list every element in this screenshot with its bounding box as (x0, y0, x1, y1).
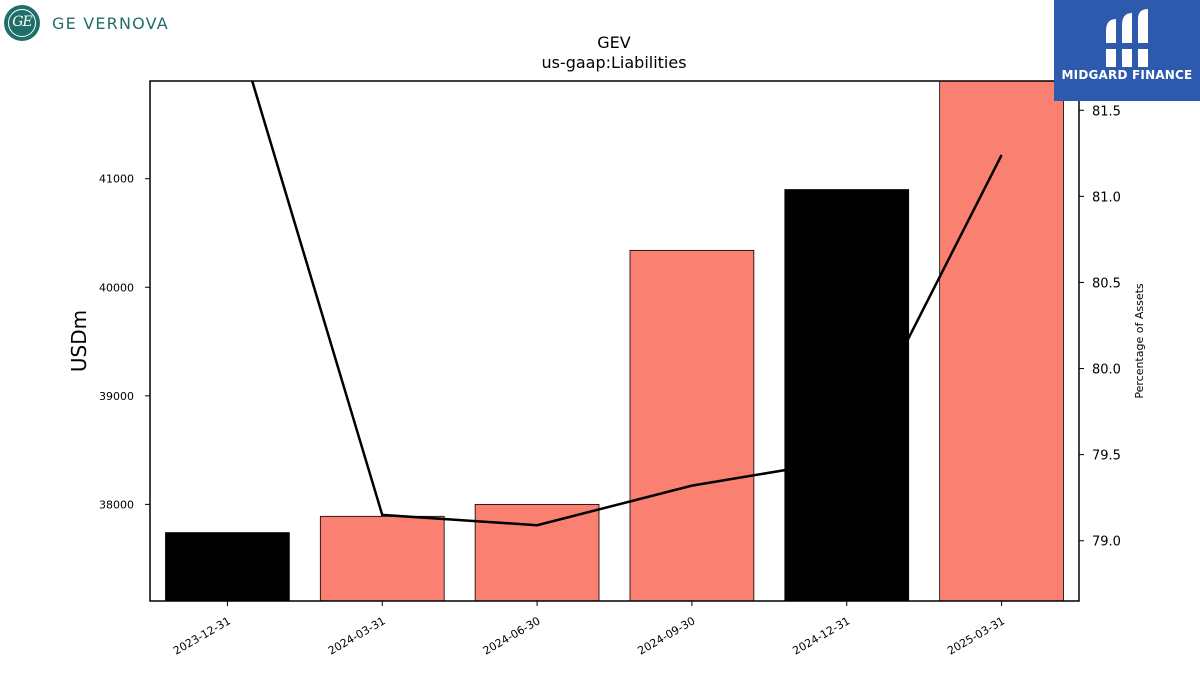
y2-axis-ticks: 79.0 79.5 80.0 80.5 81.0 81.5 (1079, 104, 1121, 550)
bar-2023-12-31 (165, 532, 290, 601)
x-tick-label: 2023-12-31 (171, 614, 233, 657)
x-tick-label: 2024-06-30 (481, 614, 543, 657)
bars-layer (165, 81, 1064, 601)
ge-vernova-wordmark: GE VERNOVA (52, 13, 169, 33)
midgard-finance-logo: MIDGARD FINANCE (1054, 0, 1200, 101)
y-tick-label: 38000 (99, 498, 134, 511)
midgard-finance-wordmark: MIDGARD FINANCE (1061, 68, 1193, 82)
y-tick-label: 41000 (99, 173, 134, 186)
percentage-line-layer (250, 81, 1003, 527)
chart-subtitle: us-gaap:Liabilities (541, 53, 686, 72)
percentage-of-assets-line (250, 81, 1003, 527)
bar-2024-09-30 (629, 249, 755, 601)
y2-tick-label: 79.0 (1092, 535, 1121, 550)
x-tick-label: 2024-09-30 (636, 614, 698, 657)
y2-tick-label: 81.5 (1092, 104, 1121, 119)
x-tick-label: 2024-12-31 (790, 614, 852, 657)
ge-vernova-logo: GE GE VERNOVA (4, 4, 169, 42)
chart-title: GEV (597, 33, 631, 52)
y2-tick-label: 80.5 (1092, 276, 1121, 291)
bar-2024-03-31 (319, 515, 445, 601)
y2-tick-label: 79.5 (1092, 449, 1121, 464)
x-axis-ticks: 2023-12-31 2024-03-31 2024-06-30 2024-09-30… (171, 601, 1007, 658)
y2-tick-label: 81.0 (1092, 190, 1121, 205)
plot-frame (149, 80, 1080, 602)
bar-2024-06-30 (474, 503, 600, 601)
y2-axis-label: Percentage of Assets (1133, 283, 1146, 399)
y2-tick-label: 80.0 (1092, 363, 1121, 378)
y-tick-label: 40000 (99, 281, 134, 294)
y-axis-ticks: 38000 39000 40000 41000 (99, 173, 150, 511)
y-tick-label: 39000 (99, 390, 134, 403)
bar-2025-03-31 (939, 81, 1064, 601)
midgard-monogram-icon (1102, 9, 1152, 67)
ge-monogram-icon: GE (4, 5, 40, 41)
bar-2024-12-31 (784, 189, 910, 601)
x-tick-label: 2024-03-31 (326, 614, 388, 657)
x-tick-label: 2025-03-31 (945, 614, 1007, 657)
y-axis-label: USDm (67, 310, 91, 372)
